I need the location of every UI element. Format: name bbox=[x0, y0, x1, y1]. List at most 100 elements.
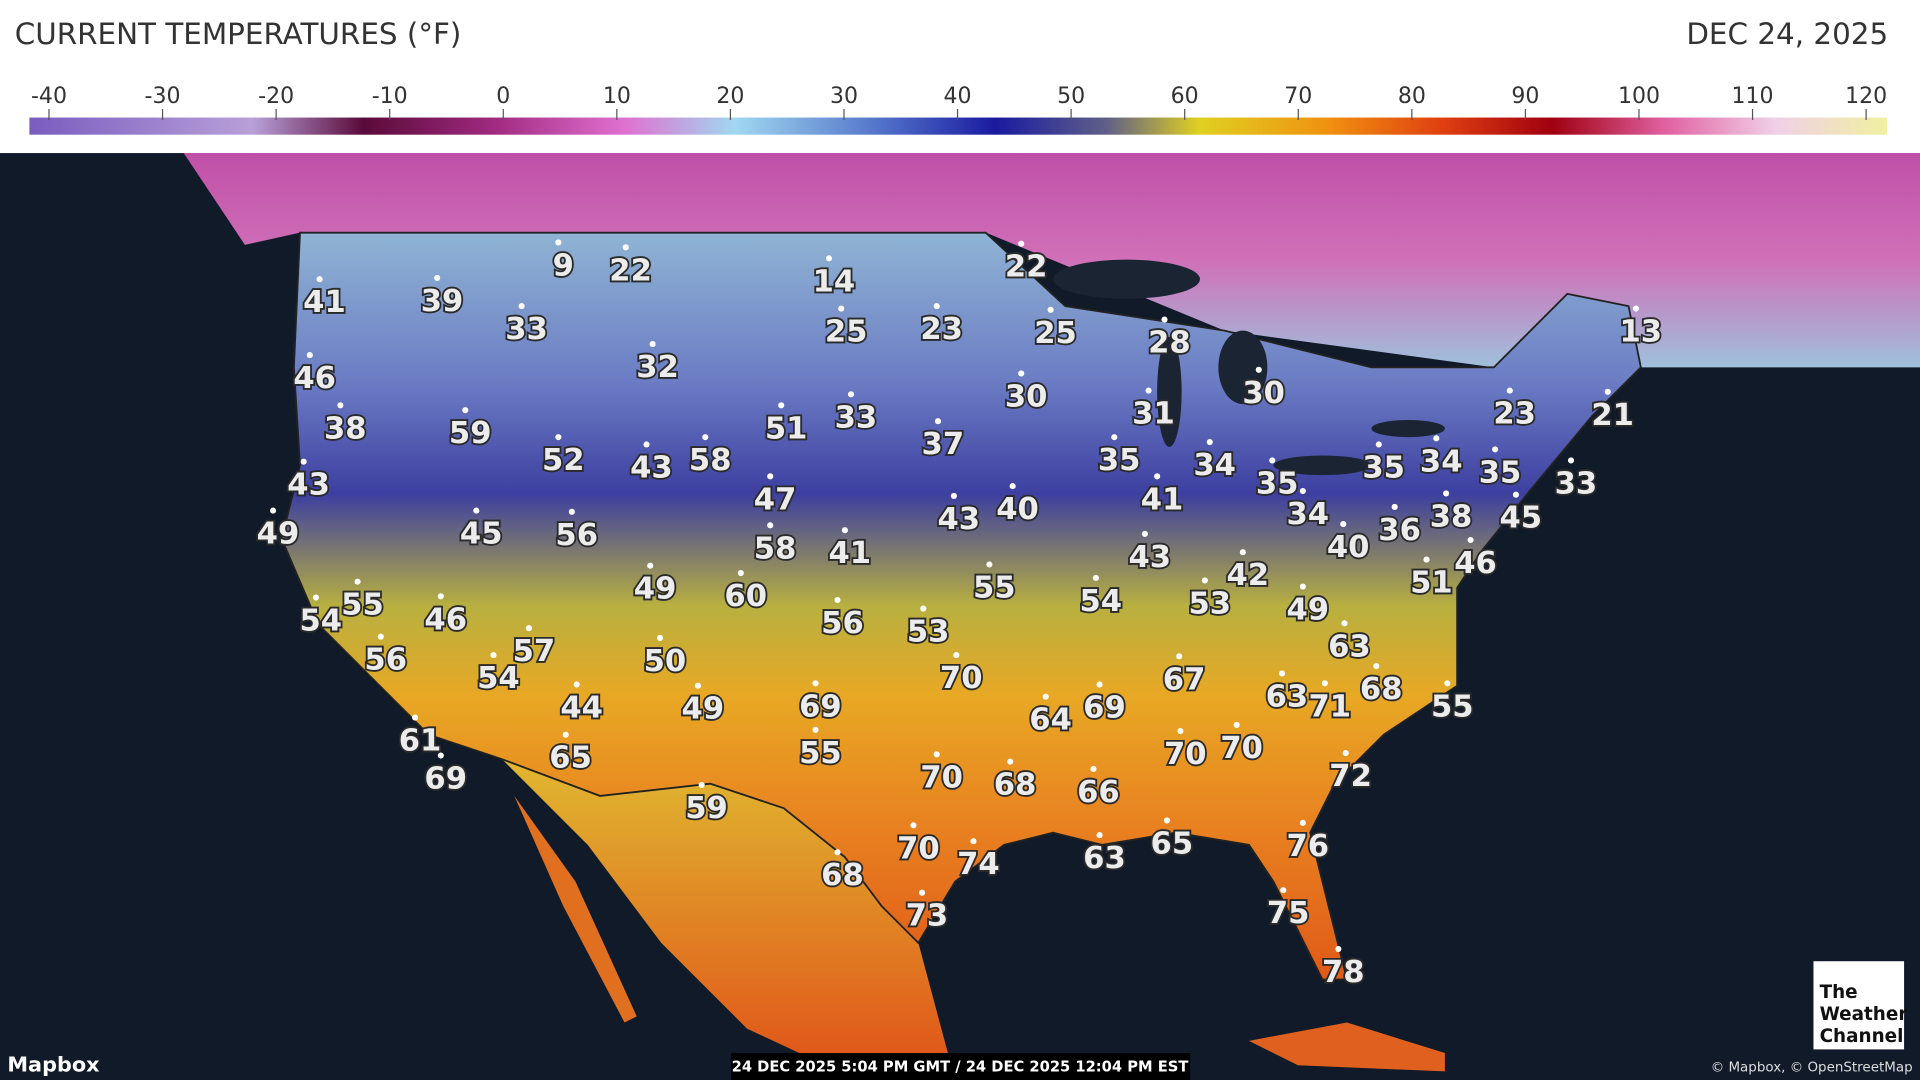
station-temp: 23 bbox=[1493, 397, 1536, 432]
station-dot bbox=[300, 458, 307, 465]
scale-tick-label: 40 bbox=[944, 84, 972, 109]
scale-tick-label: 30 bbox=[830, 84, 858, 109]
station-dot bbox=[918, 889, 926, 896]
station-dot bbox=[1443, 490, 1450, 497]
station-dot bbox=[1163, 817, 1170, 824]
logo-text: Weather bbox=[1820, 1004, 1908, 1025]
cuba bbox=[1248, 1022, 1445, 1072]
station-dot bbox=[1239, 549, 1246, 556]
station-dot bbox=[1342, 750, 1349, 757]
station-dot bbox=[1632, 305, 1639, 312]
station-dot bbox=[437, 752, 444, 759]
station-dot bbox=[312, 594, 319, 601]
mexico bbox=[502, 759, 956, 1080]
station-temp: 63 bbox=[1328, 629, 1371, 664]
station-dot bbox=[1018, 370, 1025, 377]
station-temp: 69 bbox=[1083, 690, 1126, 725]
station-dot bbox=[1255, 366, 1262, 373]
station-dot bbox=[1177, 727, 1184, 735]
station-dot bbox=[970, 838, 977, 845]
station-dot bbox=[847, 391, 855, 398]
station-dot bbox=[1321, 680, 1328, 687]
station-dot bbox=[622, 244, 629, 251]
station-dot bbox=[562, 731, 569, 738]
scale-tick-label: 100 bbox=[1618, 84, 1660, 109]
station-dot bbox=[694, 682, 702, 689]
station-temp: 66 bbox=[1077, 775, 1120, 810]
station-dot bbox=[1201, 577, 1208, 584]
station-temp: 35 bbox=[1362, 450, 1405, 485]
lake bbox=[1273, 455, 1372, 476]
station-dot bbox=[555, 239, 562, 246]
canada bbox=[183, 153, 1920, 368]
station-temp: 40 bbox=[1327, 530, 1370, 565]
station-temp: 76 bbox=[1286, 829, 1329, 864]
station-temp: 55 bbox=[1431, 689, 1474, 724]
station-dot bbox=[1299, 819, 1306, 826]
station-temp: 54 bbox=[1080, 584, 1123, 619]
station-temp: 68 bbox=[1360, 672, 1403, 707]
station-temp: 43 bbox=[287, 468, 330, 503]
station-temp: 30 bbox=[1005, 379, 1048, 414]
station-dot bbox=[812, 680, 819, 687]
station-temp: 41 bbox=[828, 536, 871, 571]
station-temp: 69 bbox=[799, 689, 842, 724]
station-temp: 54 bbox=[300, 604, 343, 639]
lake bbox=[1218, 330, 1268, 405]
station-temp: 59 bbox=[449, 416, 492, 451]
station-dot bbox=[1280, 887, 1287, 894]
station-dot bbox=[1161, 316, 1168, 323]
scale-tick-label: 110 bbox=[1732, 84, 1774, 109]
station-temp: 56 bbox=[555, 518, 598, 553]
logo-text: Channel bbox=[1820, 1026, 1904, 1047]
station-dot bbox=[316, 276, 323, 283]
station-temp: 51 bbox=[1410, 566, 1453, 601]
station-dot bbox=[1090, 765, 1097, 773]
station-dot bbox=[337, 402, 344, 409]
station-temp: 68 bbox=[994, 768, 1037, 803]
station-dot bbox=[377, 633, 384, 640]
logo bbox=[1813, 961, 1905, 1050]
station-dot bbox=[933, 751, 940, 758]
timestamp-bg bbox=[731, 1053, 1191, 1080]
scale-tick-label: 80 bbox=[1398, 84, 1426, 109]
station-dot bbox=[1604, 388, 1611, 395]
station-temp: 71 bbox=[1308, 689, 1351, 724]
station-dot bbox=[1111, 434, 1118, 441]
station-temp: 46 bbox=[1454, 546, 1497, 581]
station-dot bbox=[986, 561, 993, 568]
station-dot bbox=[834, 596, 841, 604]
station-temp: 44 bbox=[560, 690, 603, 725]
station-temp: 23 bbox=[920, 312, 963, 347]
station-dot bbox=[737, 570, 744, 577]
station-dot bbox=[841, 527, 848, 534]
station-dot bbox=[649, 341, 656, 348]
scale-tick-label: -30 bbox=[145, 84, 181, 109]
station-temp: 45 bbox=[1500, 501, 1543, 536]
scale-tick-label: 70 bbox=[1284, 84, 1312, 109]
title: CURRENT TEMPERATURES (°F) bbox=[15, 17, 462, 51]
station-temp: 70 bbox=[1164, 737, 1207, 772]
station-temp: 70 bbox=[1220, 731, 1263, 766]
station-temp: 67 bbox=[1163, 662, 1206, 697]
station-dot bbox=[1341, 620, 1348, 627]
station-dot bbox=[834, 849, 841, 856]
station-dot bbox=[1433, 435, 1440, 442]
station-dot bbox=[1512, 491, 1519, 498]
station-temp: 41 bbox=[1141, 482, 1184, 517]
station-dot bbox=[1299, 487, 1306, 495]
station-dot bbox=[643, 441, 650, 448]
station-dot bbox=[812, 726, 819, 733]
scale-tick-label: -10 bbox=[372, 84, 408, 109]
scale-ticks: -40 -30 -20 -10 0 10 20 30 40 50 60 70 80 90 100 110 120 bbox=[31, 84, 1887, 120]
station-temp: 49 bbox=[634, 572, 677, 607]
station-temp: 33 bbox=[505, 312, 548, 347]
station-dot bbox=[656, 634, 664, 642]
station-dot bbox=[647, 562, 654, 569]
station-labels: 41 39 9 22 14 22 33 25 23 25 28 13 46 32 30 31 30 23 21 38 5… bbox=[255, 239, 1664, 992]
station-temp: 38 bbox=[324, 411, 367, 446]
station-temp: 41 bbox=[303, 285, 346, 320]
station-dot bbox=[1145, 387, 1152, 394]
station-dot bbox=[1206, 438, 1213, 446]
